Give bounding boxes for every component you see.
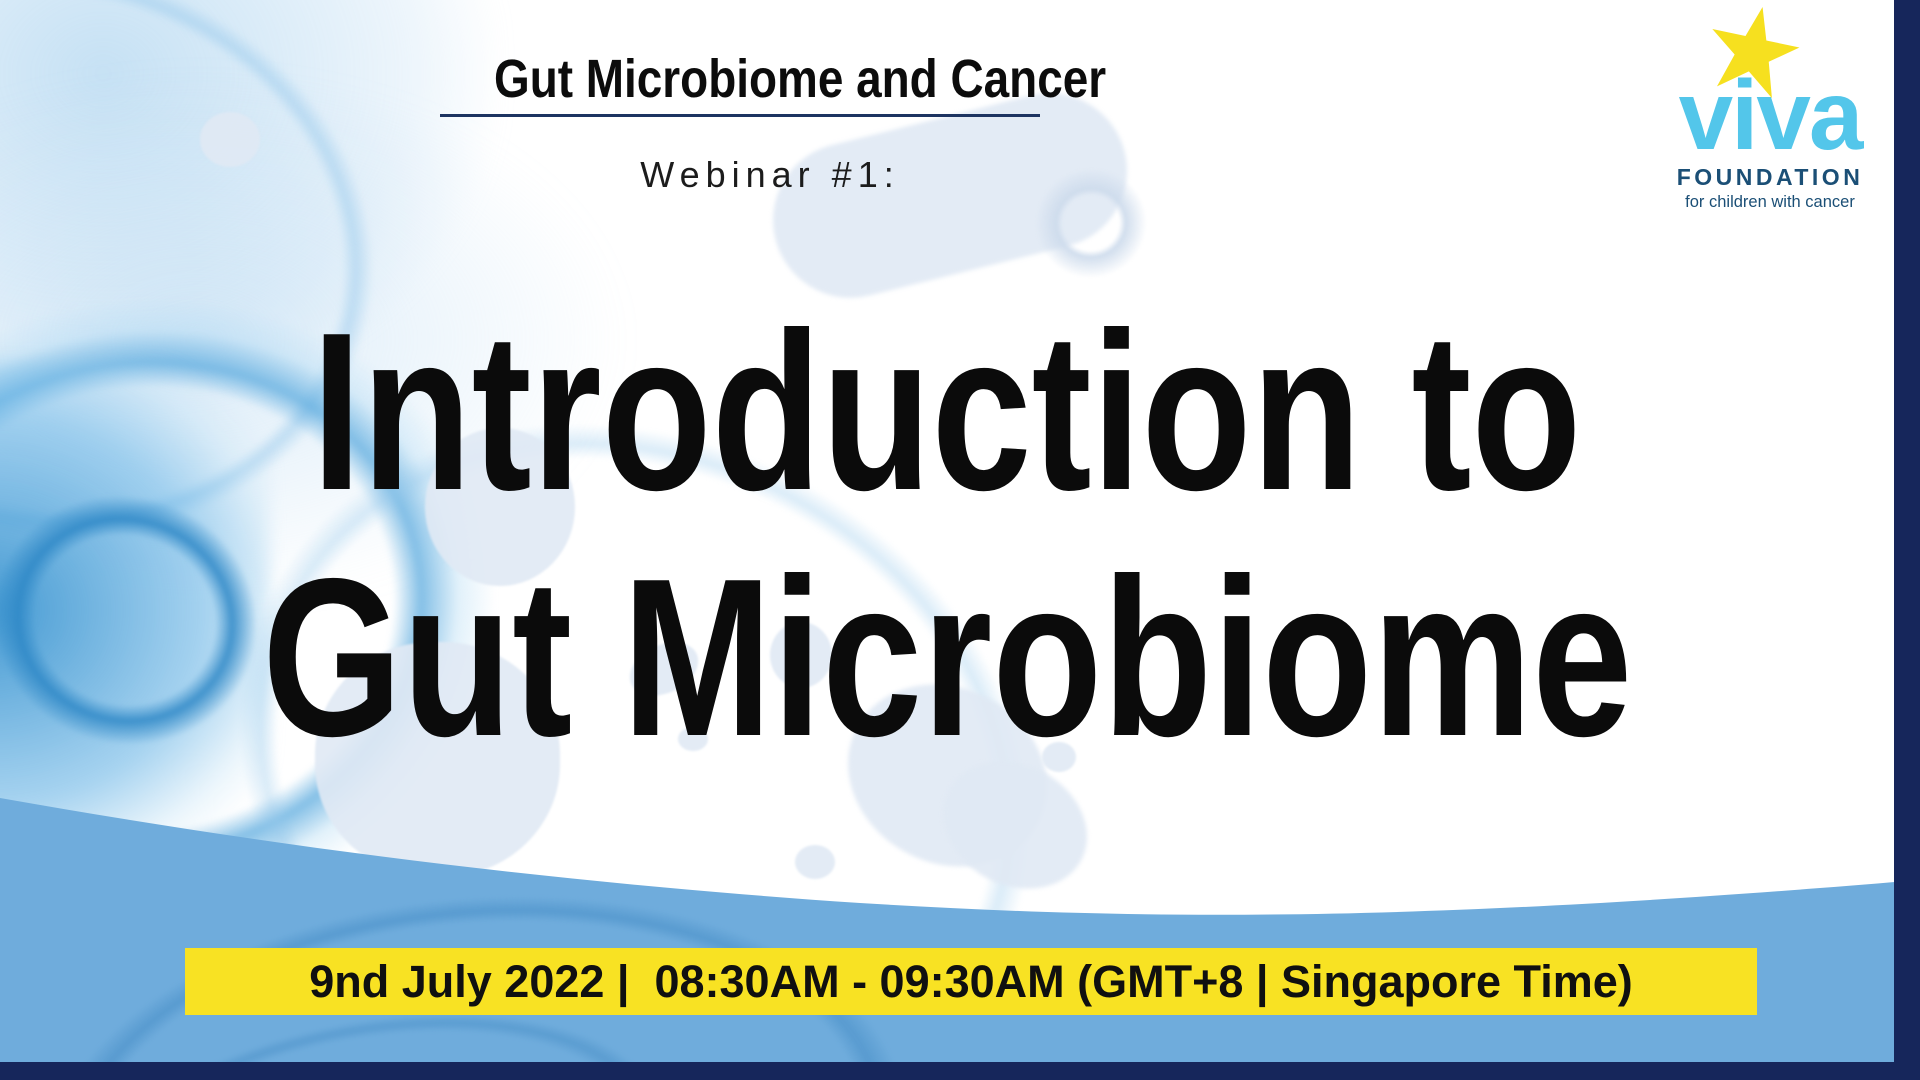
right-border-bar — [1894, 0, 1920, 1080]
webinar-number-label: Webinar #1: — [640, 154, 900, 195]
main-title-line-2: Gut Microbiome — [0, 534, 1894, 780]
viva-foundation-logo: viva FOUNDATION for children with cancer — [1650, 6, 1890, 212]
microbe-shape — [200, 112, 260, 167]
main-title-text: Gut Microbiome — [261, 531, 1633, 783]
schedule-banner: 9nd July 2022 | 08:30AM - 09:30AM (GMT+8… — [185, 948, 1757, 1015]
logo-org-text: FOUNDATION — [1676, 164, 1864, 190]
logo-brand-text: viva — [1678, 60, 1864, 170]
bottom-border-bar — [0, 1062, 1920, 1080]
microbe-shape — [770, 622, 832, 688]
main-title-text: Introduction to — [312, 285, 1582, 537]
microbe-shape — [425, 428, 575, 586]
logo-tagline-text: for children with cancer — [1685, 193, 1855, 211]
main-title: Introduction to Gut Microbiome — [0, 288, 1894, 780]
microbe-shape — [315, 642, 560, 877]
microbe-shape — [678, 727, 708, 751]
series-title-underline — [440, 114, 1040, 117]
main-title-line-1: Introduction to — [0, 288, 1894, 534]
series-title: Gut Microbiome and Cancer — [494, 49, 1107, 109]
series-header: Gut Microbiome and Cancer — [440, 52, 1106, 117]
microbe-shape — [795, 845, 835, 879]
star-icon — [1650, 6, 1890, 99]
microbe-shape — [1042, 742, 1076, 772]
schedule-text: 9nd July 2022 | 08:30AM - 09:30AM (GMT+8… — [309, 956, 1633, 1007]
